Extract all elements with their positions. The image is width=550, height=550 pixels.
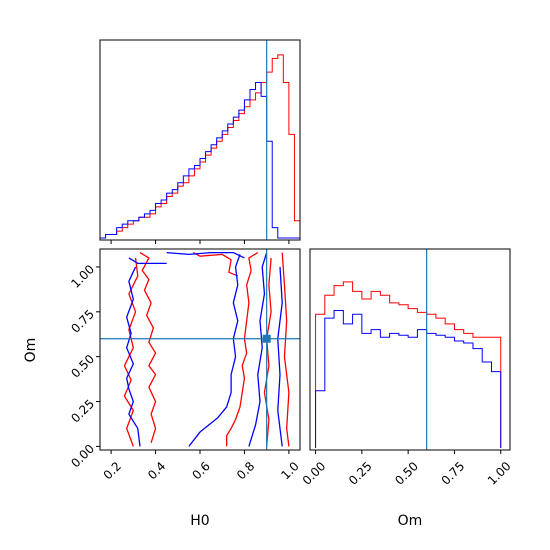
contour-blue-7 [126, 266, 141, 447]
x-axis-label-H0: H0 [190, 513, 209, 529]
x-tick-label-contour-H0-Om: 0.2 [101, 459, 124, 482]
x-tick-label-contour-H0-Om: 0.4 [145, 459, 168, 482]
x-tick-label-hist-Om: 0.00 [300, 459, 329, 488]
y-tick-label-contour-H0-Om: 1.00 [68, 262, 97, 291]
contour-blue-10 [248, 252, 268, 447]
contour-red-5 [263, 257, 272, 447]
histogram-series-blue-hist-H0 [100, 82, 300, 239]
x-tick-label-hist-Om: 0.50 [392, 459, 421, 488]
truth-marker [262, 334, 271, 343]
contour-red-1 [123, 257, 139, 447]
contour-blue-9 [188, 254, 241, 447]
histogram-Om-panel: 0.00 0.25 0.50 0.75 1.00 [300, 248, 514, 488]
histogram-series-red-hist-H0 [100, 54, 300, 239]
contour-red-4 [281, 252, 290, 447]
x-tick-label-hist-Om: 1.00 [485, 459, 514, 488]
axes-frame-hist-Om [309, 248, 511, 451]
x-tick-label-contour-H0-Om: 0.6 [190, 459, 213, 482]
x-tick-label-contour-H0-Om: 0.8 [234, 459, 257, 482]
histogram-H0-panel [99, 39, 301, 244]
contour-blue-11 [277, 266, 283, 447]
axes-frame-hist-H0 [99, 39, 301, 241]
x-axis-label-Om: Om [398, 513, 423, 529]
y-tick-label-contour-H0-Om: 0.75 [68, 307, 97, 336]
contour-red-2 [193, 252, 239, 277]
histogram-series-red-hist-Om [315, 281, 502, 448]
contour-blue-6 [128, 257, 167, 265]
y-tick-label-contour-H0-Om: 0.00 [68, 442, 97, 471]
contour-blue-8 [166, 251, 245, 259]
contour-red-0 [139, 252, 157, 444]
y-tick-label-contour-H0-Om: 0.25 [68, 397, 97, 426]
y-tick-label-contour-H0-Om: 0.50 [68, 352, 97, 381]
contour-red-3 [226, 252, 259, 447]
x-tick-label-contour-H0-Om: 1.0 [278, 459, 301, 482]
y-axis-label-Om: Om [23, 338, 39, 363]
contour-H0-Om-panel: 0.2 0.4 0.6 0.8 1.0 0.00 0.25 0.50 0.75 1.00 [68, 248, 302, 482]
x-tick-label-hist-Om: 0.25 [346, 459, 375, 488]
x-tick-label-hist-Om: 0.75 [439, 459, 468, 488]
histogram-series-blue-hist-Om [315, 309, 502, 448]
